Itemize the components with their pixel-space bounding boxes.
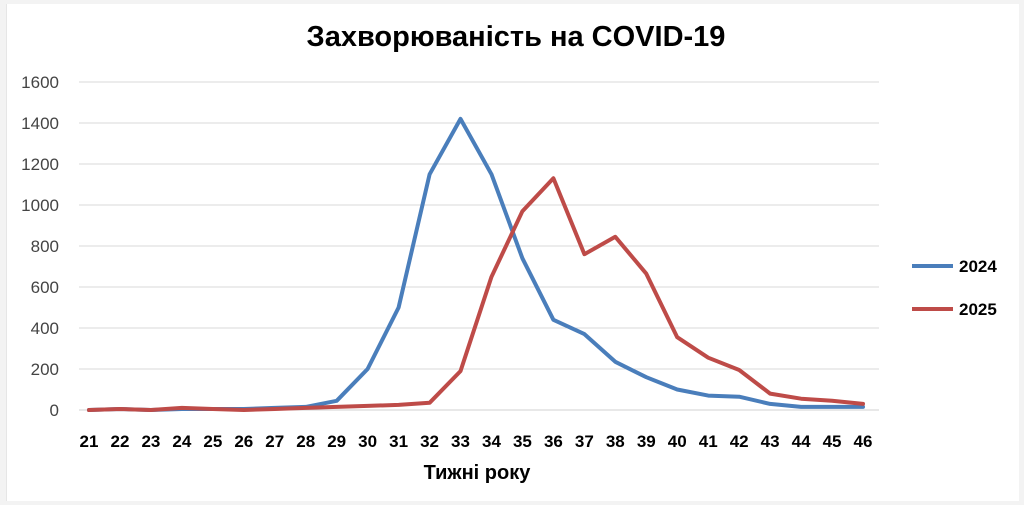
- y-tick-label: 600: [31, 278, 59, 297]
- x-tick-label: 31: [389, 432, 408, 451]
- y-tick-label: 1400: [21, 114, 59, 133]
- x-tick-label: 21: [80, 432, 99, 451]
- x-tick-label: 24: [172, 432, 191, 451]
- x-tick-label: 35: [513, 432, 532, 451]
- x-tick-label: 29: [327, 432, 346, 451]
- x-tick-label: 38: [606, 432, 625, 451]
- x-tick-label: 41: [699, 432, 718, 451]
- chart-title: Захворюваність на COVID-19: [307, 21, 726, 53]
- y-axis-ticks: 0 200 400 600 800 1000 1200 1400 1600: [21, 73, 59, 420]
- legend: 2024 2025: [912, 257, 997, 319]
- series-lines: [87, 116, 865, 412]
- x-tick-label: 33: [451, 432, 470, 451]
- y-tick-label: 400: [31, 319, 59, 338]
- y-tick-label: 1600: [21, 73, 59, 92]
- chart-frame: Захворюваність на COVID-19 0 200 400 600 800…: [6, 4, 1019, 501]
- x-tick-label: 42: [730, 432, 749, 451]
- x-tick-label: 39: [637, 432, 656, 451]
- x-tick-label: 30: [358, 432, 377, 451]
- x-tick-label: 25: [203, 432, 222, 451]
- series-line-2025: [87, 176, 865, 412]
- x-tick-label: 40: [668, 432, 687, 451]
- legend-label-2024: 2024: [959, 257, 997, 276]
- x-tick-label: 23: [141, 432, 160, 451]
- line-chart: Захворюваність на COVID-19 0 200 400 600 800…: [21, 21, 997, 484]
- x-tick-label: 22: [110, 432, 129, 451]
- x-tick-label: 34: [482, 432, 501, 451]
- x-axis-ticks: 21 22 23 24 25 26 27 28 29 30 31 32 33 34 35 36 37 38 39 40…: [80, 432, 873, 451]
- y-tick-label: 0: [50, 401, 59, 420]
- legend-label-2025: 2025: [959, 300, 997, 319]
- x-tick-label: 28: [296, 432, 315, 451]
- x-tick-label: 43: [761, 432, 780, 451]
- x-axis-label: Тижні року: [424, 462, 532, 484]
- x-tick-label: 44: [792, 432, 811, 451]
- series-line-2024: [87, 116, 865, 412]
- x-tick-label: 32: [420, 432, 439, 451]
- x-tick-label: 45: [823, 432, 842, 451]
- x-tick-label: 46: [854, 432, 873, 451]
- x-tick-label: 26: [234, 432, 253, 451]
- y-tick-label: 800: [31, 237, 59, 256]
- x-tick-label: 37: [575, 432, 594, 451]
- x-tick-label: 27: [265, 432, 284, 451]
- y-tick-label: 1000: [21, 196, 59, 215]
- gridlines: [79, 81, 879, 411]
- y-tick-label: 200: [31, 360, 59, 379]
- x-tick-label: 36: [544, 432, 563, 451]
- y-tick-label: 1200: [21, 155, 59, 174]
